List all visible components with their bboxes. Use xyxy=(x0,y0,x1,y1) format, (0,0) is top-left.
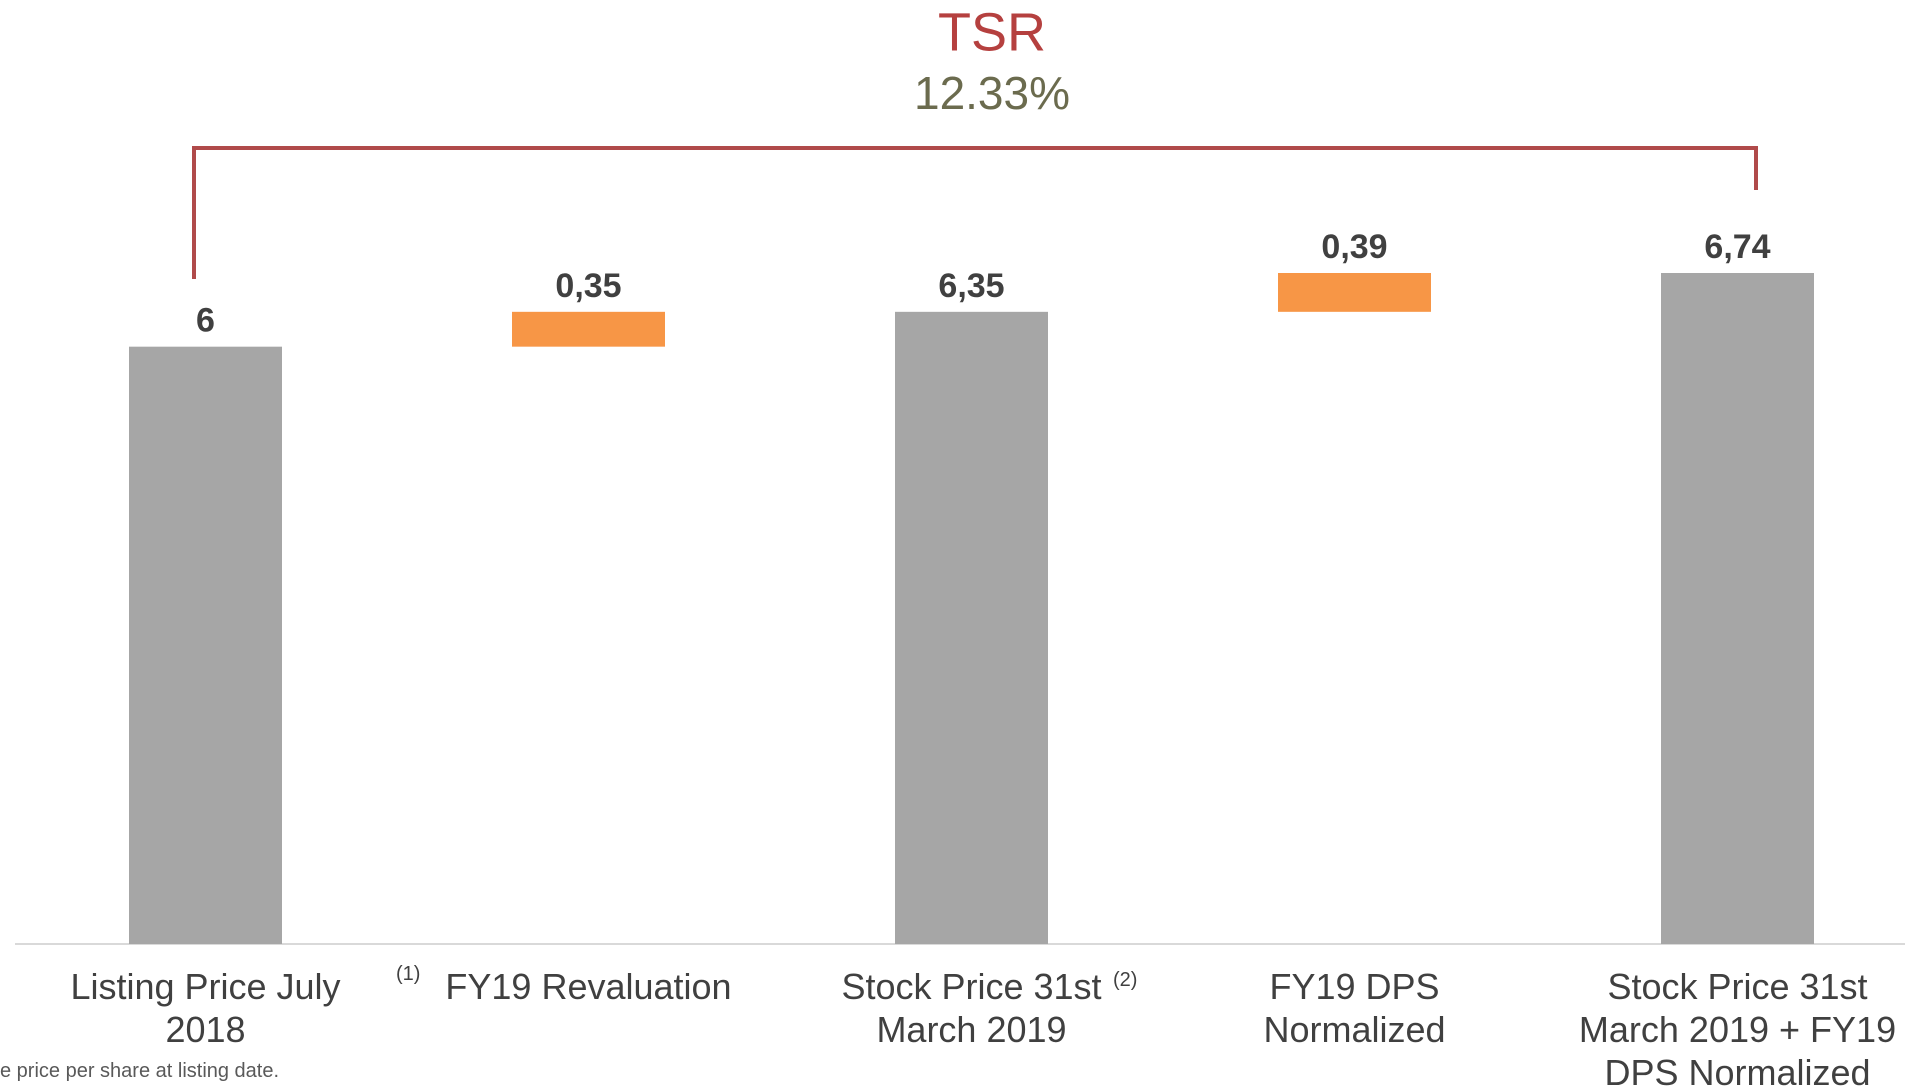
x-tick-label: FY19 DPS Normalized xyxy=(1263,966,1446,1050)
bar xyxy=(1661,273,1814,944)
x-tick-label: Stock Price 31st March 2019 xyxy=(841,966,1102,1050)
chart-subtitle: 12.33% xyxy=(914,67,1070,119)
footnote-marker: (2) xyxy=(1113,969,1138,991)
value-label: 0,35 xyxy=(555,267,621,305)
x-tick-label: Stock Price 31st March 2019 + FY19 DPS N… xyxy=(1578,966,1897,1089)
value-label: 0,39 xyxy=(1321,228,1387,266)
value-label: 6,35 xyxy=(938,267,1004,305)
x-tick-label: Listing Price July 2018 xyxy=(70,966,341,1050)
bar xyxy=(512,311,665,347)
bar xyxy=(1278,273,1431,312)
x-tick-label: FY19 Revaluation xyxy=(445,966,732,1007)
tsr-bracket xyxy=(192,146,1758,279)
value-label: 6 xyxy=(196,302,215,340)
value-label: 6,74 xyxy=(1704,228,1770,266)
footnote: e price per share at listing date. xyxy=(0,1060,280,1082)
chart-title: TSR xyxy=(938,2,1046,62)
bar xyxy=(895,311,1048,944)
footnote-marker: (1) xyxy=(396,963,421,985)
bar xyxy=(129,346,282,944)
